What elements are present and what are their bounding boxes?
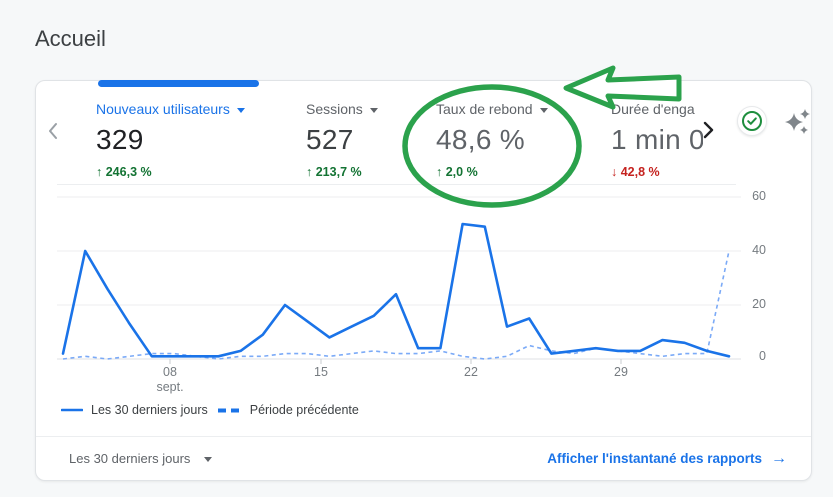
metric-duree-engagement[interactable]: Durée d'enga 1 min 0 ↓ 42,8 % — [611, 101, 703, 179]
metric-sessions[interactable]: Sessions 527 ↑ 213,7 % — [306, 101, 378, 179]
dashed-line-swatch — [217, 408, 242, 412]
metric-value: 1 min 0 — [611, 124, 703, 155]
y-axis-label: 60 — [752, 189, 766, 203]
x-axis-tick: 29 — [614, 365, 628, 379]
period-label[interactable]: Les 30 derniers jours — [69, 451, 191, 466]
page-title: Accueil — [35, 26, 106, 51]
period-selector[interactable]: Les 30 derniers jours — [69, 451, 213, 466]
trend-up-icon: ↑ — [96, 165, 103, 179]
link-label[interactable]: Afficher l'instantané des rapports — [547, 451, 762, 466]
reports-snapshot-link[interactable]: Afficher l'instantané des rapports → — [547, 450, 787, 468]
metric-delta: 213,7 % — [315, 165, 362, 179]
card-footer: Les 30 derniers jours Afficher l'instant… — [36, 436, 811, 480]
chevron-left-icon[interactable] — [46, 121, 60, 146]
legend-label: Les 30 derniers jours — [91, 403, 208, 417]
x-axis-tick: 15 — [314, 365, 328, 379]
trend-up-icon: ↑ — [306, 165, 313, 179]
metric-value: 329 — [96, 124, 144, 155]
trend-up-icon: ↑ — [436, 165, 443, 179]
check-circle-icon — [742, 111, 762, 131]
chevron-down-icon[interactable] — [539, 107, 548, 113]
chevron-right-icon[interactable] — [701, 119, 715, 146]
chart-legend: Les 30 derniers jours Période précédente — [61, 403, 359, 417]
metric-delta: 2,0 % — [445, 165, 478, 179]
legend-label: Période précédente — [249, 403, 359, 417]
chevron-down-icon[interactable] — [236, 107, 245, 113]
y-axis-label: 0 — [759, 349, 766, 363]
home-overview-card: Nouveaux utilisateurs 329 ↑ 246,3 % Sess… — [35, 80, 812, 481]
chevron-down-icon[interactable] — [369, 107, 378, 113]
legend-item-previous: Période précédente — [217, 403, 359, 417]
y-axis-label: 40 — [752, 243, 766, 257]
trend-down-icon: ↓ — [611, 165, 618, 179]
verified-check-button[interactable] — [737, 106, 767, 136]
metric-label[interactable]: Taux de rebond — [436, 101, 533, 117]
current-period-line — [61, 222, 731, 358]
carousel-scroll-indicator — [98, 80, 259, 87]
arrow-right-icon: → — [771, 449, 787, 467]
line-chart-area[interactable] — [36, 187, 813, 399]
metric-label[interactable]: Durée d'enga — [611, 101, 695, 117]
x-axis-tick: 08 sept. — [156, 365, 184, 394]
solid-line-swatch — [61, 408, 83, 412]
metric-delta: 246,3 % — [105, 165, 152, 179]
y-axis-label: 20 — [752, 297, 766, 311]
metric-taux-de-rebond[interactable]: Taux de rebond 48,6 % ↑ 2,0 % — [436, 101, 548, 179]
metric-value: 48,6 % — [436, 124, 525, 155]
metric-nouveaux-utilisateurs[interactable]: Nouveaux utilisateurs 329 ↑ 246,3 % — [96, 101, 245, 179]
metric-label[interactable]: Nouveaux utilisateurs — [96, 101, 230, 117]
metric-label[interactable]: Sessions — [306, 101, 363, 117]
legend-item-current: Les 30 derniers jours — [61, 403, 208, 417]
x-axis-tick: 22 — [464, 365, 478, 379]
divider — [57, 184, 736, 185]
chevron-down-icon[interactable] — [204, 457, 213, 463]
metric-value: 527 — [306, 124, 354, 155]
metric-delta: 42,8 % — [620, 165, 660, 179]
insights-sparkle-icon[interactable] — [782, 107, 812, 142]
